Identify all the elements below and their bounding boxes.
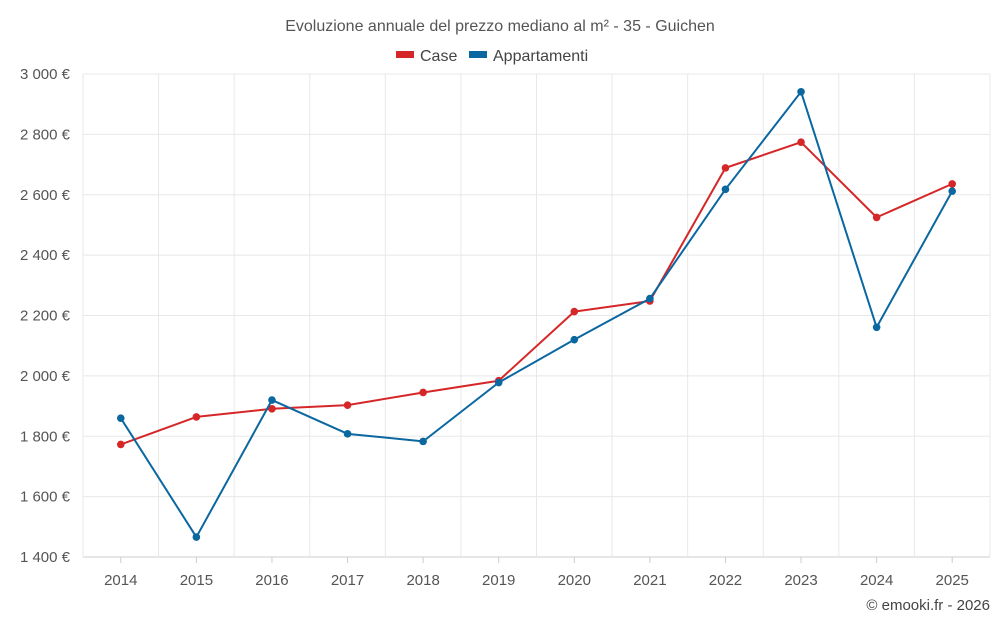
data-point[interactable] [570, 335, 579, 344]
x-tick-label: 2020 [558, 572, 591, 589]
data-point[interactable] [721, 164, 730, 172]
data-point[interactable] [872, 323, 881, 332]
x-tick-label: 2024 [860, 572, 893, 589]
x-tick-label: 2021 [633, 572, 666, 589]
legend-swatch [396, 51, 414, 58]
data-point[interactable] [268, 396, 276, 404]
x-tick-label: 2015 [180, 572, 213, 589]
y-tick-label: 2 600 € [20, 187, 71, 204]
gridlines [82, 73, 991, 558]
data-point[interactable] [192, 413, 201, 421]
x-tick-label: 2016 [255, 572, 288, 589]
data-point[interactable] [797, 88, 805, 96]
legend-item-case[interactable]: Case [396, 48, 457, 65]
data-point[interactable] [419, 437, 427, 446]
x-tick-label: 2017 [331, 572, 364, 589]
data-point[interactable] [116, 440, 125, 449]
series-line [120, 141, 953, 446]
legend-label: Case [420, 48, 457, 65]
chart-title: Evoluzione annuale del prezzo mediano al… [285, 18, 715, 35]
legend-label: Appartamenti [493, 48, 588, 65]
x-tick-label: 2019 [482, 572, 515, 589]
data-point[interactable] [116, 414, 125, 422]
legend: Case Appartamenti [396, 48, 588, 65]
y-axis: 1 400 € 1 600 € 1 800 € 2 000 € 2 200 € 2 400… [20, 66, 71, 566]
data-point[interactable] [797, 138, 805, 147]
y-tick-label: 2 400 € [20, 247, 71, 264]
credit-text: © emooki.fr - 2026 [866, 597, 990, 614]
data-point[interactable] [721, 185, 730, 194]
data-point[interactable] [570, 307, 579, 316]
data-point[interactable] [948, 180, 957, 188]
x-tick-label: 2014 [104, 572, 137, 589]
data-point[interactable] [268, 404, 276, 413]
data-point[interactable] [192, 533, 201, 541]
y-tick-label: 3 000 € [20, 66, 71, 83]
data-point[interactable] [948, 187, 957, 195]
data-point[interactable] [646, 294, 654, 303]
y-tick-label: 2 200 € [20, 308, 71, 325]
y-tick-label: 1 800 € [20, 428, 71, 445]
data-point[interactable] [419, 388, 427, 397]
x-tick-label: 2023 [784, 572, 817, 589]
data-point[interactable] [494, 378, 503, 387]
y-tick-label: 1 600 € [20, 489, 71, 506]
x-tick-label: 2022 [709, 572, 742, 589]
y-tick-label: 2 800 € [20, 126, 71, 143]
legend-swatch [469, 51, 487, 58]
legend-item-appartamenti[interactable]: Appartamenti [469, 48, 588, 65]
x-tick-label: 2025 [936, 572, 969, 589]
y-tick-label: 2 000 € [20, 368, 71, 385]
series-layer [116, 88, 957, 541]
x-tick-label: 2018 [406, 572, 439, 589]
data-point[interactable] [343, 430, 352, 438]
series-line [119, 90, 954, 539]
data-point[interactable] [343, 401, 352, 409]
data-point[interactable] [872, 213, 881, 222]
y-tick-label: 1 400 € [20, 549, 71, 566]
series-appartamenti [116, 88, 957, 541]
x-axis: 2014 2015 2016 2017 2018 2019 2020 2021 2022 2023… [104, 557, 969, 589]
